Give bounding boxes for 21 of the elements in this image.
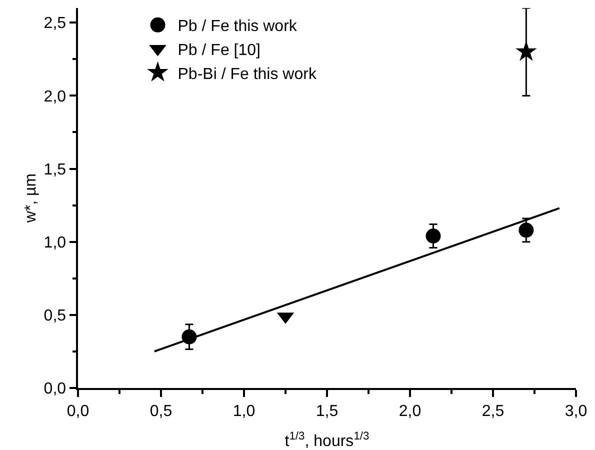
- point: [518, 222, 534, 238]
- y-axis-title: w*, µm: [22, 173, 40, 224]
- y-tick-label: 2,5: [44, 15, 66, 32]
- x-tick-label: 2,0: [398, 402, 422, 420]
- y-tick-label: 1,0: [44, 234, 66, 252]
- y-tick-label: 2,0: [44, 88, 66, 106]
- x-axis-title: t$^{1/3}$, hours$^{1/3}$: [284, 430, 370, 450]
- legend-label: Pb / Fe [10]: [178, 42, 260, 59]
- y-tick-label: 1,5: [44, 161, 66, 178]
- x-tick-label: 3,0: [564, 402, 588, 420]
- y-tick-label: 0,5: [44, 308, 66, 325]
- x-tick-label: 1,0: [232, 402, 256, 420]
- legend-label: Pb / Fe this work: [178, 18, 298, 36]
- point: [426, 228, 441, 244]
- x-tick-label: 2,5: [482, 402, 504, 420]
- legend-label: Pb-Bi / Fe this work: [178, 66, 318, 83]
- x-tick-label: 0,0: [66, 402, 90, 420]
- x-tick-label: 1,5: [316, 402, 338, 420]
- x-tick-label: 0,5: [150, 402, 172, 420]
- y-tick-label: 0,0: [44, 380, 66, 398]
- point: [516, 40, 537, 61]
